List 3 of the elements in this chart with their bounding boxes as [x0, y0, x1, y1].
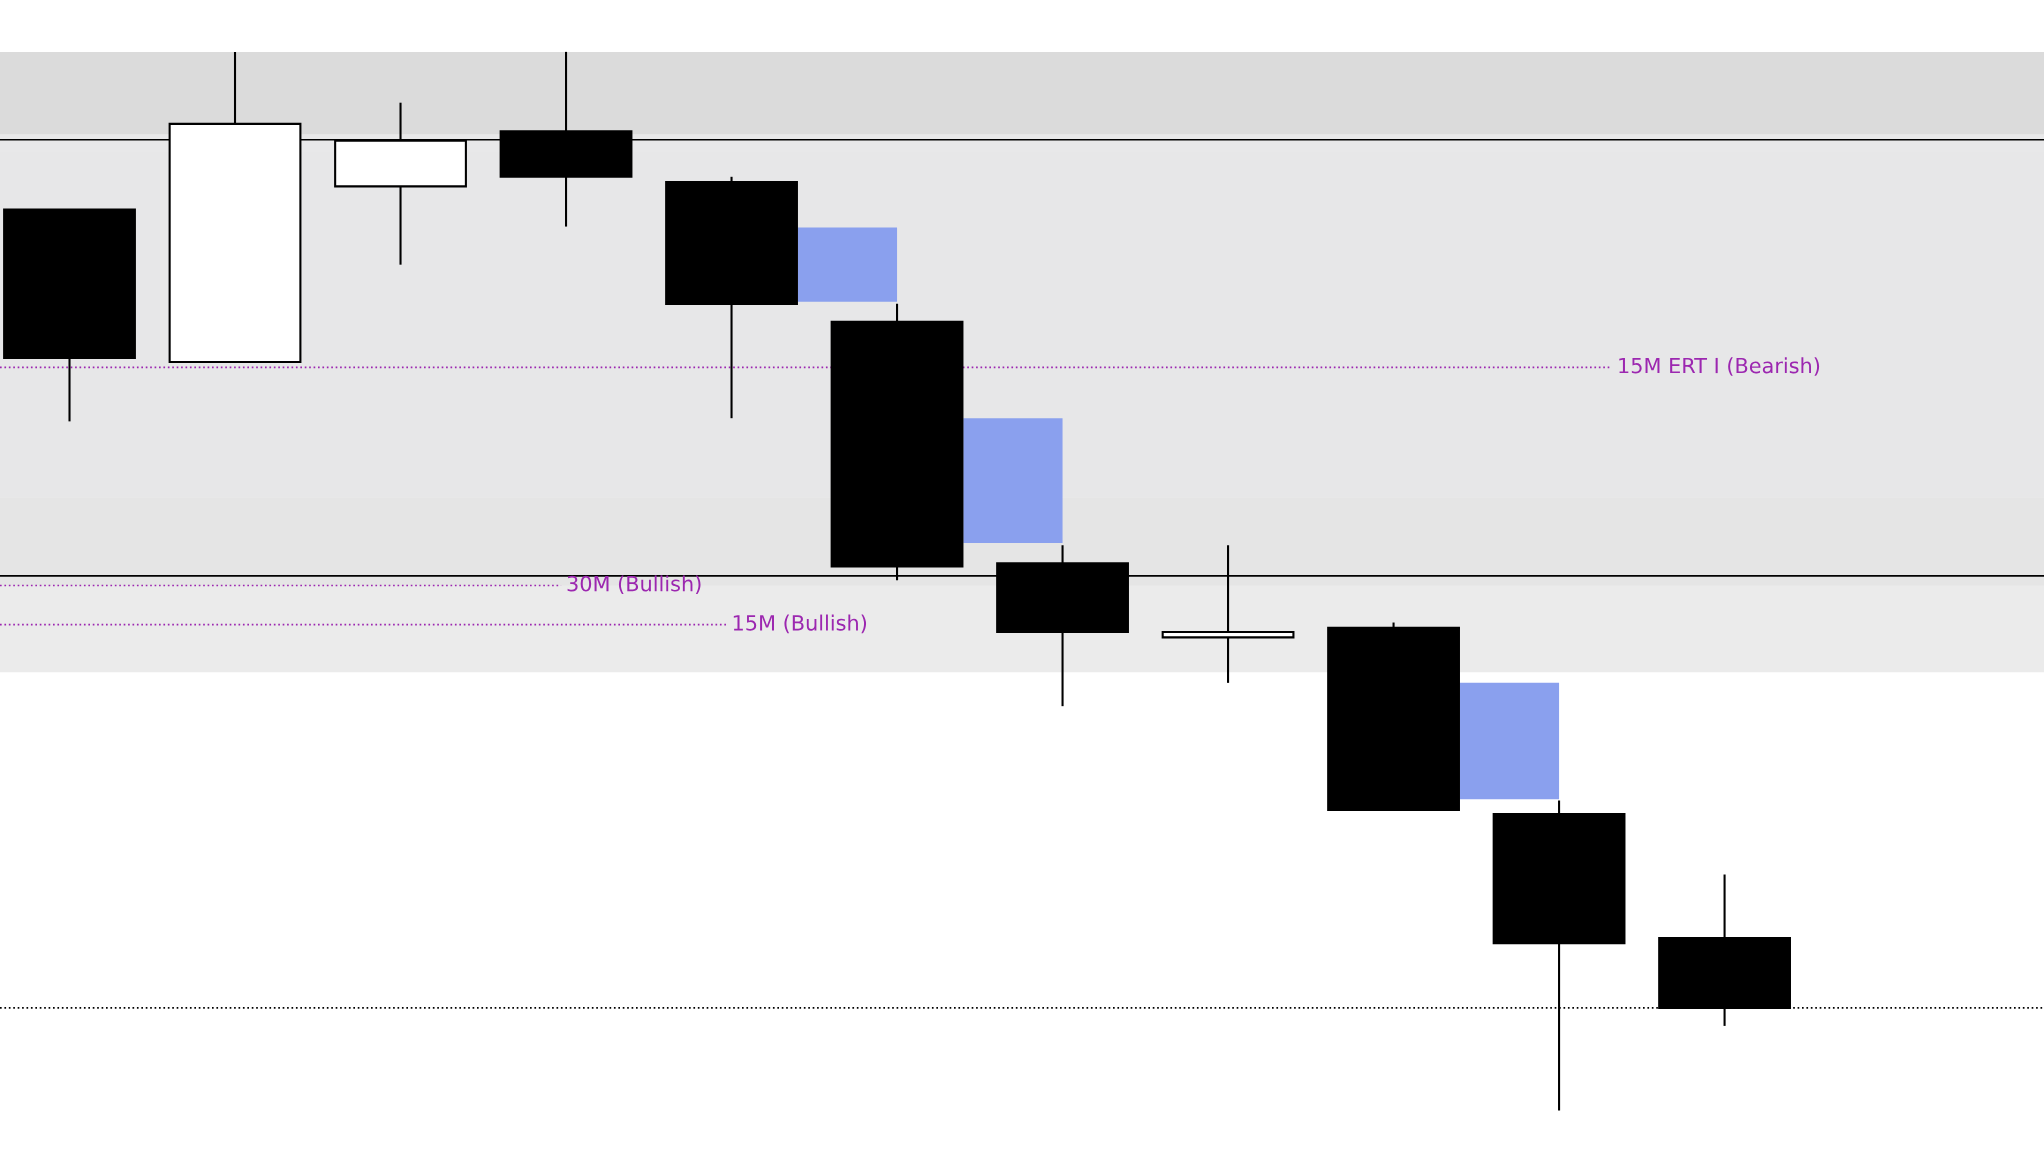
ref-line-label: 15M ERT I (Bearish) — [1619, 357, 1820, 376]
ref-line-label: 30M (Bullish) — [567, 575, 701, 594]
ref-line-label: 15M (Bullish) — [733, 614, 867, 634]
